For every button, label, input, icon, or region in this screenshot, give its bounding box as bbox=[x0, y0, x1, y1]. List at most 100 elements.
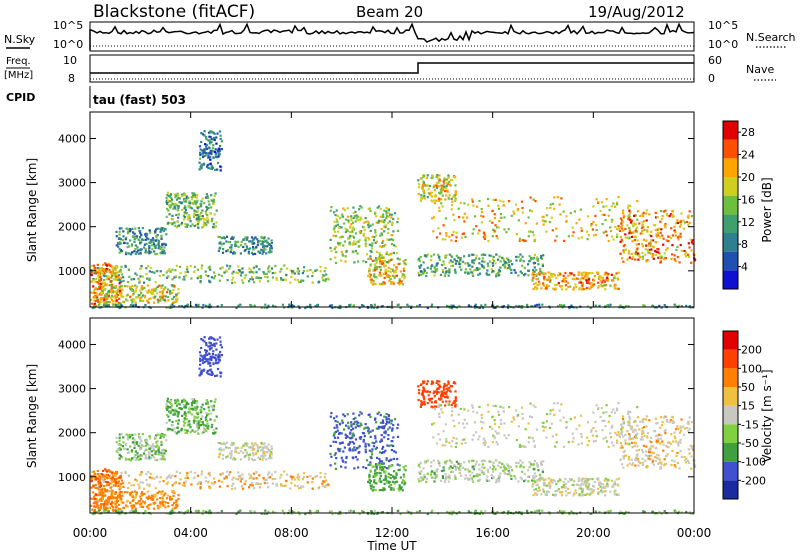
power-echo-cell bbox=[606, 276, 609, 279]
power-echo-cell bbox=[306, 275, 309, 278]
velocity-echo-cell bbox=[193, 398, 196, 401]
power-echo-cell bbox=[494, 198, 497, 201]
power-echo-cell bbox=[164, 300, 167, 303]
power-echo-cell bbox=[244, 236, 247, 239]
velocity-echo-cell bbox=[384, 432, 387, 435]
power-echo-cell bbox=[262, 270, 265, 274]
power-echo-cell bbox=[454, 198, 457, 201]
power-echo-cell bbox=[186, 218, 189, 221]
power-echo-cell bbox=[200, 132, 203, 135]
velocity-echo-cell bbox=[382, 467, 385, 471]
power-echo-cell bbox=[201, 226, 204, 229]
velocity-echo-cell bbox=[120, 433, 123, 436]
power-echo-cell bbox=[105, 274, 108, 278]
power-echo-cell bbox=[673, 229, 676, 232]
velocity-echo-cell bbox=[139, 457, 142, 460]
power-echo-cell bbox=[171, 214, 174, 217]
power-echo-cell bbox=[379, 208, 382, 211]
velocity-echo-cell bbox=[204, 428, 207, 431]
velocity-echo-cell bbox=[167, 505, 170, 508]
velocity-echo-cell bbox=[107, 507, 110, 510]
power-echo-cell bbox=[369, 257, 372, 260]
power-echo-cell bbox=[119, 280, 122, 283]
power-echo-cell bbox=[309, 303, 312, 306]
power-echo-cell bbox=[383, 276, 386, 279]
power-echo-cell bbox=[452, 304, 455, 307]
power-echo-cell bbox=[333, 248, 336, 251]
velocity-echo-cell bbox=[262, 476, 265, 480]
power-echo-cell bbox=[234, 243, 237, 246]
velocity-echo-cell bbox=[110, 497, 113, 500]
power-echo-cell bbox=[374, 241, 377, 244]
power-echo-cell bbox=[432, 253, 436, 256]
velocity-echo-cell bbox=[403, 468, 406, 471]
velocity-echo-cell bbox=[177, 403, 180, 406]
velocity-echo-cell bbox=[118, 503, 121, 506]
power-y-label: Slant Range [km] bbox=[25, 158, 39, 262]
velocity-echo-cell bbox=[152, 447, 155, 450]
velocity-echo-cell bbox=[373, 442, 376, 445]
power-echo-cell bbox=[217, 152, 220, 155]
power-echo-cell bbox=[447, 274, 450, 277]
velocity-echo-cell bbox=[375, 440, 378, 443]
power-echo-cell bbox=[139, 289, 142, 292]
velocity-echo-cell bbox=[203, 360, 206, 364]
power-echo-cell bbox=[170, 284, 173, 287]
power-echo-cell bbox=[538, 273, 541, 276]
velocity-echo-cell bbox=[131, 457, 134, 460]
velocity-echo-cell bbox=[209, 368, 212, 371]
power-echo-cell bbox=[199, 167, 202, 170]
power-echo-cell bbox=[215, 155, 218, 159]
power-echo-cell bbox=[375, 261, 378, 264]
velocity-echo-cell bbox=[394, 476, 397, 479]
power-echo-cell bbox=[335, 218, 338, 221]
velocity-echo-cell bbox=[194, 420, 197, 423]
power-echo-cell bbox=[440, 263, 444, 267]
velocity-echo-cell bbox=[139, 473, 142, 476]
power-echo-cell bbox=[105, 267, 108, 271]
velocity-echo-cell bbox=[114, 508, 117, 511]
power-echo-cell bbox=[125, 227, 128, 230]
velocity-echo-cell bbox=[180, 401, 184, 404]
power-echo-cell bbox=[109, 271, 112, 274]
power-echo-cell bbox=[343, 222, 346, 225]
velocity-echo-cell bbox=[247, 454, 251, 457]
power-echo-cell bbox=[648, 213, 651, 216]
power-echo-cell bbox=[522, 260, 525, 263]
velocity-echo-cell bbox=[447, 382, 450, 385]
power-echo-cell bbox=[399, 281, 402, 284]
power-echo-cell bbox=[130, 243, 134, 246]
velocity-echo-cell bbox=[160, 434, 163, 437]
power-echo-cell bbox=[381, 305, 384, 308]
power-echo-cell bbox=[119, 242, 122, 245]
power-echo-cell bbox=[196, 304, 199, 307]
power-echo-cell bbox=[109, 289, 112, 292]
velocity-echo-cell bbox=[175, 500, 178, 504]
power-echo-cell bbox=[374, 282, 377, 285]
power-echo-cell bbox=[425, 176, 428, 179]
power-echo-cell bbox=[454, 270, 457, 273]
velocity-echo-cell bbox=[374, 418, 377, 421]
velocity-echo-cell bbox=[401, 489, 404, 492]
power-echo-cell bbox=[366, 220, 369, 223]
power-echo-cell bbox=[522, 239, 525, 242]
velocity-echo-cell bbox=[351, 436, 354, 439]
velocity-echo-cell bbox=[388, 480, 391, 483]
velocity-echo-cell bbox=[163, 458, 166, 461]
power-echo-cell bbox=[419, 177, 422, 181]
power-echo-cell bbox=[637, 243, 640, 246]
power-echo-cell bbox=[636, 218, 639, 221]
power-echo-cell bbox=[203, 202, 206, 205]
velocity-echo-cell bbox=[371, 465, 374, 469]
power-echo-cell bbox=[478, 272, 482, 275]
velocity-echo-cell bbox=[116, 500, 120, 503]
velocity-echo-cell bbox=[437, 433, 440, 436]
power-echo-cell bbox=[259, 239, 262, 242]
velocity-echo-cell bbox=[423, 398, 426, 401]
power-echo-cell bbox=[503, 259, 506, 262]
velocity-echo-cell bbox=[150, 450, 153, 453]
power-echo-cell bbox=[390, 242, 393, 246]
power-echo-cell bbox=[152, 289, 155, 292]
velocity-echo-cell bbox=[90, 474, 93, 478]
power-echo-cell bbox=[139, 251, 142, 254]
